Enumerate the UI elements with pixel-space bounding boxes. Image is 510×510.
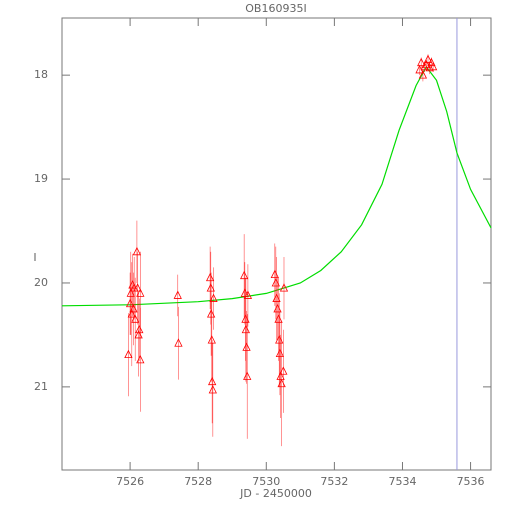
- y-axis-label: I: [33, 251, 36, 264]
- data-point: [207, 335, 216, 344]
- data-point: [279, 283, 289, 292]
- data-point: [428, 61, 438, 71]
- data-point: [274, 314, 283, 323]
- data-point: [136, 288, 145, 297]
- plot-frame: [61, 17, 492, 471]
- data-point: [418, 70, 428, 79]
- data-point: [206, 309, 216, 318]
- data-point: [124, 349, 133, 359]
- model-curve: [61, 65, 492, 307]
- data-point: [423, 54, 433, 63]
- y-tick-label: 18: [34, 68, 48, 81]
- data-point: [240, 288, 249, 297]
- data-point: [135, 324, 144, 334]
- data-point: [206, 283, 215, 292]
- data-point: [209, 293, 218, 302]
- data-point: [173, 290, 182, 299]
- data-point: [276, 371, 285, 380]
- data-point: [279, 366, 288, 375]
- x-axis-label: JD - 2450000: [239, 487, 312, 500]
- data-point: [132, 246, 142, 256]
- x-tick-label: 7534: [388, 475, 416, 488]
- x-tick-label: 7528: [184, 475, 212, 488]
- y-tick-label: 21: [34, 380, 48, 393]
- y-tick-label: 19: [34, 172, 48, 185]
- data-point: [275, 335, 284, 344]
- data-point: [205, 272, 215, 282]
- x-tick-label: 7532: [320, 475, 348, 488]
- data-point: [174, 338, 183, 347]
- x-tick-label: 7530: [252, 475, 280, 488]
- data-point: [417, 57, 426, 67]
- data-point: [241, 324, 251, 334]
- data-point: [131, 314, 140, 323]
- x-tick-label: 7526: [116, 475, 144, 488]
- data-point: [240, 270, 249, 280]
- data-point: [136, 354, 145, 364]
- y-tick-label: 20: [34, 276, 48, 289]
- data-point: [243, 290, 253, 299]
- x-tick-label: 7536: [457, 475, 485, 488]
- data-point: [133, 283, 142, 292]
- data-point: [208, 385, 217, 394]
- data-point: [242, 342, 251, 351]
- chart-title: OB160935I: [245, 2, 306, 15]
- data-point: [208, 376, 217, 386]
- data-point: [243, 371, 252, 380]
